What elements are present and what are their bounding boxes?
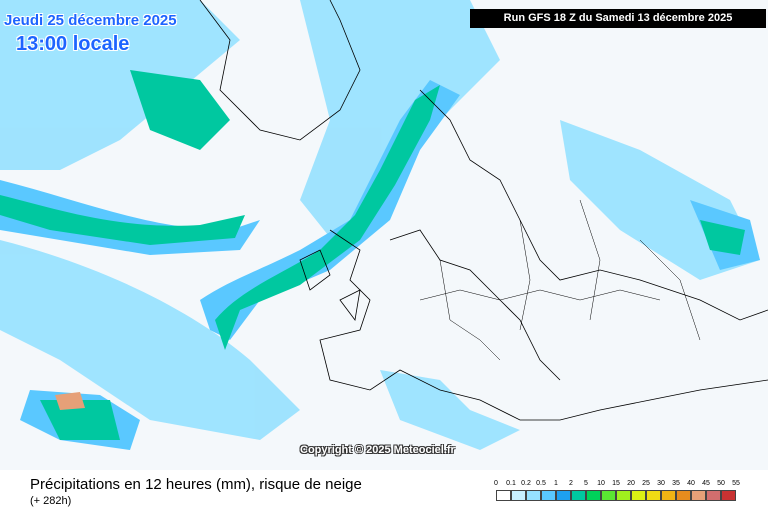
- borders: [419, 199, 701, 361]
- legend-label: 10: [597, 480, 605, 487]
- legend-label: 50: [717, 480, 725, 487]
- legend-swatch: [601, 490, 616, 501]
- copyright: Copyright © 2025 Meteociel.fr: [300, 444, 455, 456]
- legend-swatch: [646, 490, 661, 501]
- legend-swatch: [541, 490, 556, 501]
- legend-label: 0: [494, 480, 498, 487]
- run-label: Run GFS 18 Z du Samedi 13 décembre 2025: [470, 9, 766, 28]
- footer: Précipitations en 12 heures (mm), risque…: [0, 470, 768, 512]
- legend-swatch: [706, 490, 721, 501]
- map: [0, 0, 768, 470]
- legend-swatch: [526, 490, 541, 501]
- legend-swatch: [721, 490, 736, 501]
- legend-swatch: [676, 490, 691, 501]
- legend-swatch: [631, 490, 646, 501]
- legend-label: 15: [612, 480, 620, 487]
- map-date: Jeudi 25 décembre 2025: [4, 12, 177, 29]
- map-time: 13:00 locale: [16, 33, 130, 55]
- legend-swatch: [556, 490, 571, 501]
- footer-title: Précipitations en 12 heures (mm), risque…: [30, 476, 362, 493]
- legend-swatch: [661, 490, 676, 501]
- legend-swatch: [571, 490, 586, 501]
- legend-swatch: [616, 490, 631, 501]
- legend-label: 40: [687, 480, 695, 487]
- legend-label: 30: [657, 480, 665, 487]
- legend-swatch: [586, 490, 601, 501]
- precip-peak: [55, 392, 85, 410]
- legend-label: 0.2: [521, 480, 531, 487]
- coastlines: [199, 0, 768, 421]
- footer-lead: (+ 282h): [30, 495, 72, 507]
- legend-label: 5: [584, 480, 588, 487]
- legend-swatch: [691, 490, 706, 501]
- legend-label: 20: [627, 480, 635, 487]
- legend-label: 45: [702, 480, 710, 487]
- legend-label: 2: [569, 480, 573, 487]
- legend-label: 55: [732, 480, 740, 487]
- legend-label: 1: [554, 480, 558, 487]
- legend-swatch: [511, 490, 526, 501]
- legend-label: 0.5: [536, 480, 546, 487]
- legend-swatch: [496, 490, 511, 501]
- legend-label: 0.1: [506, 480, 516, 487]
- legend-label: 35: [672, 480, 680, 487]
- legend-label: 25: [642, 480, 650, 487]
